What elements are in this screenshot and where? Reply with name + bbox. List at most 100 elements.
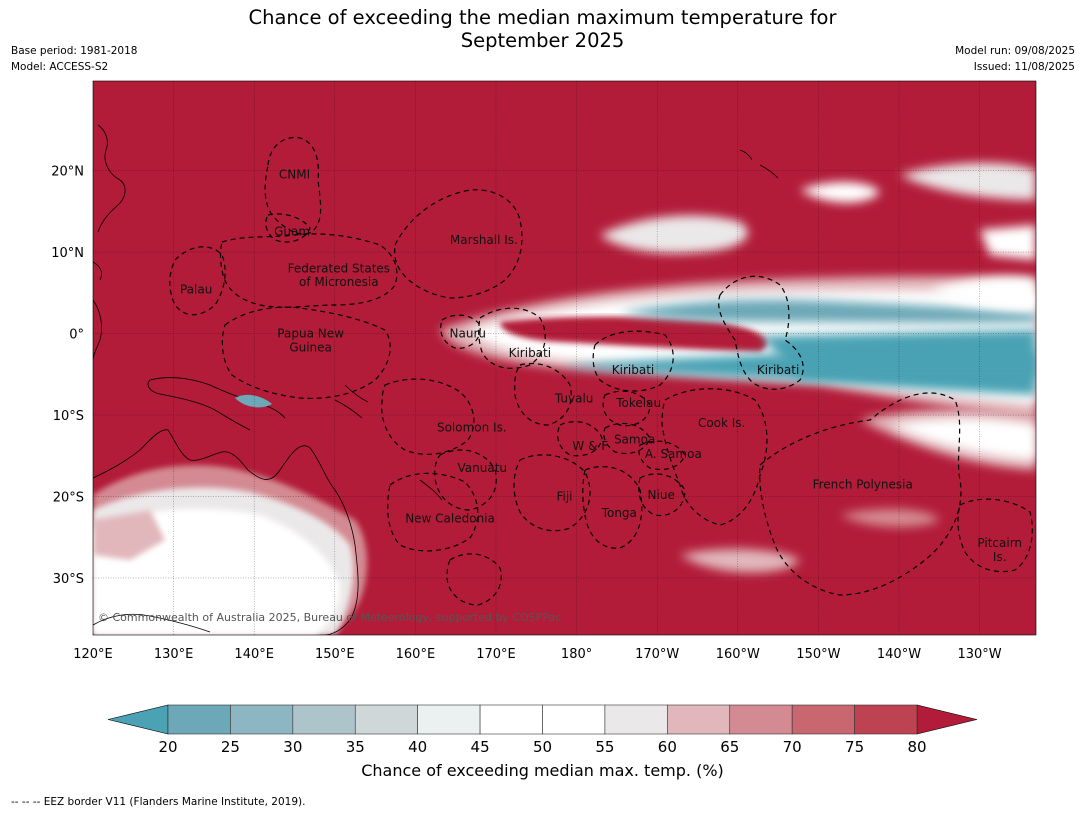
new-caledonia [419, 479, 443, 501]
eez-kiribati-phoenix [592, 330, 674, 392]
region-label: Palau [180, 283, 212, 297]
borneo-coast [93, 299, 102, 361]
eez-fiji [513, 454, 591, 532]
lon-tick-label: 140°W [877, 647, 921, 662]
colorbar-segment [667, 704, 731, 735]
north-patch-1 [600, 215, 748, 254]
lon-tick-label: 150°E [315, 647, 355, 662]
australia-field-pink [93, 510, 165, 560]
lon-tick-label: 150°W [796, 647, 840, 662]
lat-tick-label: 0° [69, 328, 84, 343]
title-line-1: Chance of exceeding the median maximum t… [248, 6, 837, 29]
philippines-coast [97, 124, 126, 233]
colorbar-tick-label: 70 [783, 738, 802, 756]
issued-date: Issued: 11/08/2025 [973, 61, 1075, 73]
region-label: Cook Is. [698, 416, 745, 430]
colorbar-segment [479, 704, 543, 735]
region-label: Tokelau [615, 396, 661, 410]
colorbar-segment [292, 704, 356, 735]
eez-palau [169, 246, 226, 316]
model-run: Model run: 09/08/2025 [955, 45, 1075, 57]
colorbar-tick-label: 40 [408, 738, 427, 756]
lon-tick-label: 160°W [716, 647, 760, 662]
graticule [93, 81, 1036, 635]
eez-guam [265, 213, 311, 243]
sulawesi-coast [93, 261, 102, 281]
colorbar-segment [230, 704, 294, 735]
colorbar-tick-label: 55 [595, 738, 614, 756]
lon-tick-label: 130°W [957, 647, 1001, 662]
region-label: Guam [274, 225, 310, 239]
equator-cool-core [760, 330, 1036, 378]
eez-solomon [381, 378, 475, 455]
lon-tick-label: 120°E [73, 647, 113, 662]
colorbar-over-arrow [916, 704, 978, 735]
region-label: Niue [648, 488, 675, 502]
region-label: Federated States [288, 261, 390, 275]
solomon-islands [334, 384, 369, 419]
colorbar-tick-label: 75 [845, 738, 864, 756]
meta-right: Model run: 09/08/2025 Issued: 11/08/2025 [955, 43, 1075, 75]
base-period: Base period: 1981-2018 [11, 45, 138, 57]
colorbar-tick-label: 25 [221, 738, 240, 756]
australia-coast [93, 429, 359, 635]
region-label: Marshall Is. [450, 233, 518, 247]
colorbar-tick-label: 60 [658, 738, 677, 756]
eez-kiribati-line [718, 275, 804, 390]
lon-tick-label: 170°W [635, 647, 679, 662]
north-patch-5 [930, 277, 1036, 310]
colorbar-segment [167, 704, 231, 735]
eez-marshall [394, 189, 523, 299]
lon-tick-label: 170°E [476, 647, 516, 662]
eez-cook [661, 388, 768, 526]
meta-left: Base period: 1981-2018 Model: ACCESS-S2 [11, 43, 137, 75]
colorbar-segment [354, 704, 418, 735]
lat-tick-label: 10°S [53, 409, 84, 424]
eez-fsm [219, 233, 398, 308]
lon-tick-label: 130°E [154, 647, 194, 662]
lon-tick-label: 160°E [396, 647, 436, 662]
colorbar-tick-label: 30 [283, 738, 302, 756]
model-name: Model: ACCESS-S2 [11, 61, 109, 73]
eez-tokelau [602, 390, 651, 427]
lat-tick-label: 10°N [51, 246, 84, 261]
region-label: Tuvalu [554, 392, 594, 406]
lat-tick-label: 30°S [53, 572, 84, 587]
eez-borders [169, 136, 1033, 606]
region-label: Kiribati [509, 346, 551, 360]
eez-new-caledonia [387, 472, 479, 552]
region-label: French Polynesia [813, 477, 913, 491]
eez-tuvalu [514, 363, 572, 426]
region-label: Kiribati [612, 363, 654, 377]
new-guinea-coast [147, 377, 286, 431]
eez-nauru [440, 314, 481, 349]
region-label: of Micronesia [299, 275, 379, 289]
colorbar-tick-label: 20 [158, 738, 177, 756]
eez-french-polynesia [759, 392, 962, 596]
probability-field [93, 163, 1036, 635]
region-label: Is. [993, 550, 1007, 564]
latitude-axis: 20°N 10°N 0° 10°S 20°S 30°S [51, 165, 84, 587]
eez-kiribati-gilbert [478, 307, 546, 369]
colorbar-tick-label: 50 [533, 738, 552, 756]
colorbar-tick-label: 45 [471, 738, 490, 756]
colorbar-segment [417, 704, 481, 735]
eez-norfolk [446, 553, 502, 606]
south-patch-3 [680, 548, 800, 573]
eez-footnote: -- -- -- EEZ border V11 (Flanders Marine… [11, 796, 306, 808]
region-label: Papua New [277, 327, 344, 341]
region-label: CNMI [279, 168, 310, 182]
colorbar-segment [729, 704, 793, 735]
colorbar [107, 704, 978, 735]
north-patch-2 [800, 181, 880, 203]
region-label: Vanuatu [458, 461, 508, 475]
eez-cnmi [264, 136, 322, 235]
colorbar-tick-label: 80 [907, 738, 926, 756]
region-label: Pitcairn [977, 536, 1022, 550]
region-label: Samoa [614, 432, 655, 446]
png-cool-spot [235, 394, 272, 408]
equator-cool-north [620, 299, 1036, 323]
region-label: A. Samoa [645, 447, 702, 461]
colorbar-label: Chance of exceeding median max. temp. (%… [361, 761, 724, 780]
